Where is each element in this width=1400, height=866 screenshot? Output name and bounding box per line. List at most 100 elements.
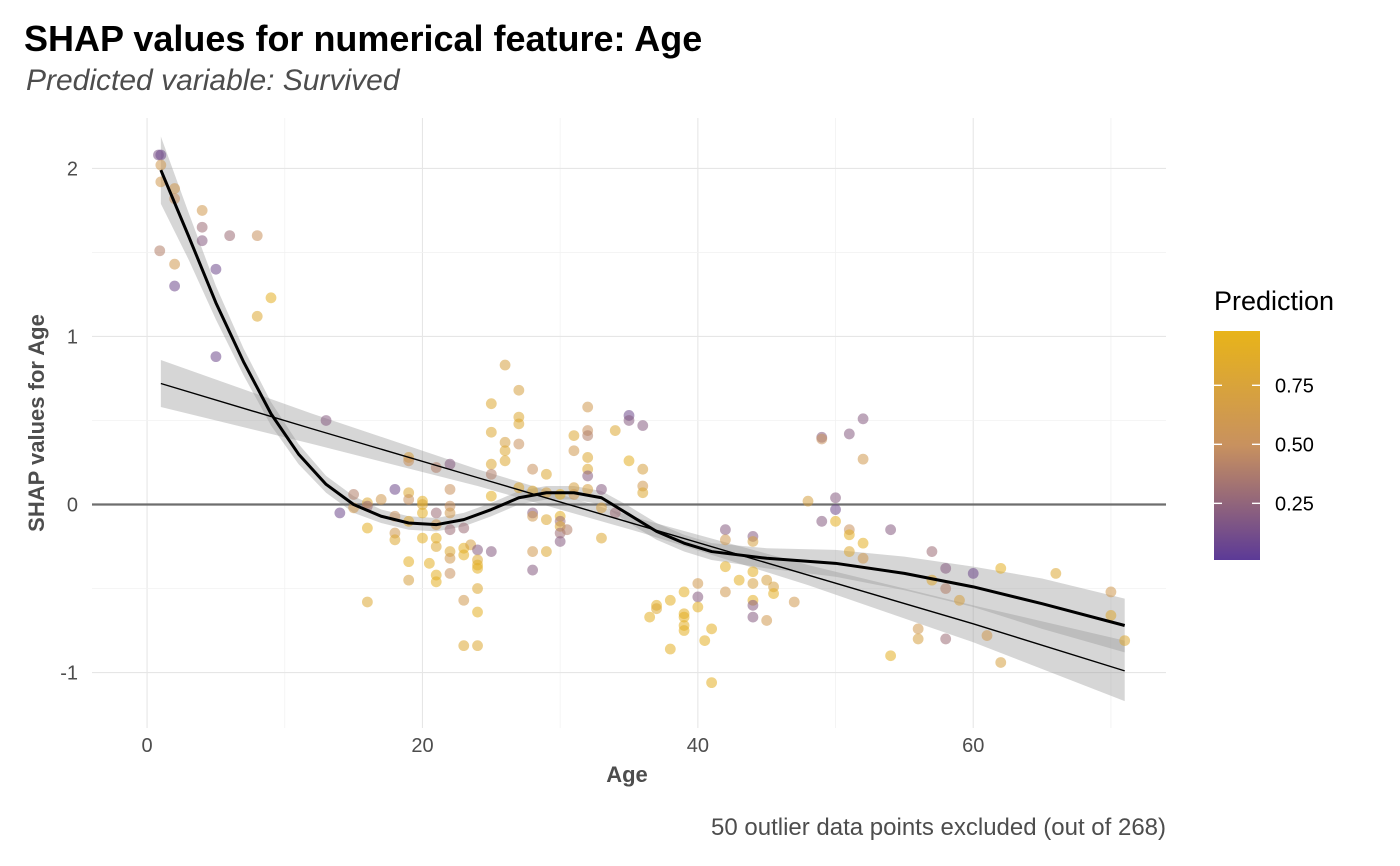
data-point [609,507,621,519]
smooth-confidence-band [160,136,1125,653]
data-point [747,566,759,578]
data-point [664,594,676,606]
data-point [719,586,731,598]
data-point [527,546,539,557]
data-point [430,532,442,544]
y-axis-title: SHAP values for Age [24,314,49,532]
data-point [444,507,456,519]
data-point [320,415,332,426]
data-point [582,483,594,495]
data-point [637,420,649,431]
data-point [885,524,897,536]
data-point [196,205,208,216]
data-point [403,556,415,568]
data-point [816,433,828,445]
data-point [637,463,649,475]
data-point [554,489,566,500]
data-point [699,635,711,647]
data-point [747,611,759,623]
data-point [706,623,718,635]
data-point [403,494,415,505]
data-point [417,499,428,510]
data-point [472,640,483,652]
data-point [582,430,594,442]
legend-title: Prediction [1214,286,1334,316]
data-point [623,455,635,467]
fit-lines [159,169,1126,672]
data-point [768,588,779,599]
data-point [678,625,690,636]
data-point [417,532,428,544]
data-point [761,574,773,586]
data-point [830,504,841,515]
data-point [169,280,181,292]
data-point [361,596,373,608]
x-tick-label: 40 [687,735,709,757]
data-point [857,453,869,465]
data-point [637,487,649,499]
data-point [596,532,607,544]
data-point [251,230,263,242]
data-point [561,524,573,536]
data-point [761,615,773,626]
data-point [210,351,222,363]
legend-ticks: 0.25 0.50 0.75 [1214,375,1314,515]
data-point [361,522,373,534]
data-point [940,633,952,645]
data-point [499,455,511,467]
data-point [830,515,841,527]
data-point [816,515,828,527]
data-point [747,599,759,611]
data-point [582,401,594,413]
data-point [582,452,594,463]
legend-colorbar [1214,331,1260,560]
data-point [485,490,497,502]
data-point [857,413,869,425]
data-point [940,562,952,574]
data-point [348,489,360,500]
data-point [444,552,456,564]
data-point [430,541,442,552]
data-point [485,398,497,410]
data-point [485,458,497,470]
data-point [568,445,580,457]
data-point [719,524,731,536]
data-point [830,492,841,504]
y-tick-label: 2 [67,158,78,180]
data-point [857,537,869,549]
data-point [981,630,993,641]
data-point [609,425,621,436]
data-point [485,426,497,438]
confidence-bands [160,136,1125,702]
data-point [664,643,676,655]
chart-title: SHAP values for numerical feature: Age [24,18,703,59]
x-tick-label: 60 [962,735,984,757]
data-point [568,430,580,442]
data-point [623,415,635,426]
data-point [444,567,456,579]
data-point [692,578,704,589]
data-point [444,524,456,536]
data-point [196,235,208,247]
data-point [540,514,552,526]
data-point [499,436,511,448]
data-point [472,544,483,556]
data-point [540,546,552,557]
data-point [458,640,470,652]
data-point [334,507,346,519]
data-point [513,384,525,396]
data-point [692,601,704,613]
data-point [678,586,690,598]
data-point [472,606,483,618]
data-point [540,468,552,480]
data-point [423,557,435,569]
data-point [472,562,483,574]
x-tick-label: 0 [142,735,153,757]
data-point [692,591,704,603]
data-point [554,536,566,547]
data-point [472,583,483,594]
data-point [458,549,470,561]
data-point [154,245,166,257]
data-point [403,574,415,586]
